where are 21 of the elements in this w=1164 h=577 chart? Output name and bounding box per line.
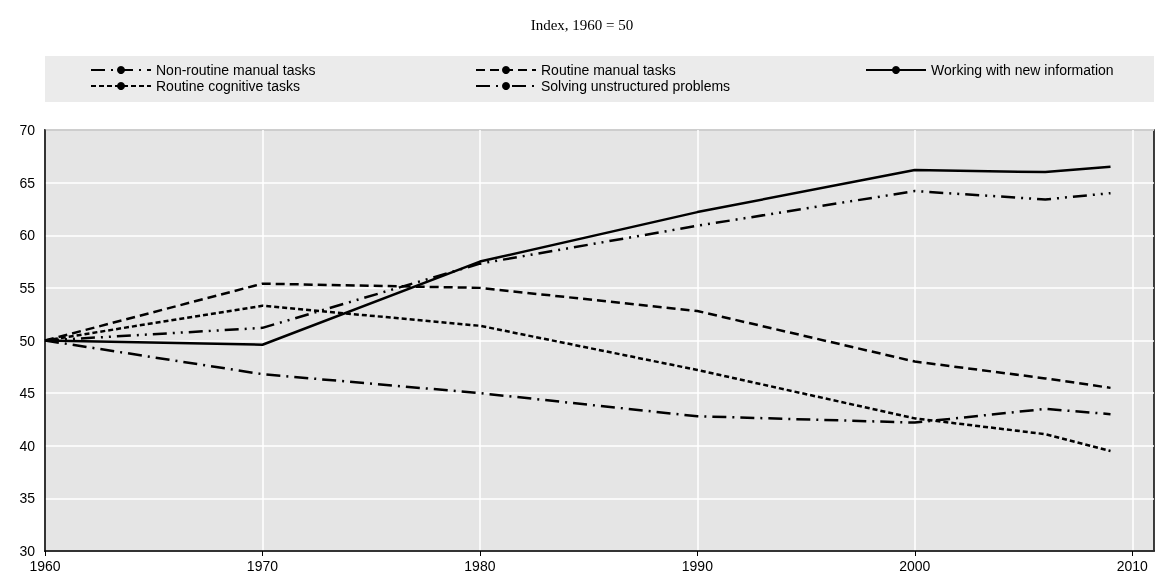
y-tick-label: 60 [19, 227, 36, 244]
legend-label: Working with new information [931, 62, 1114, 78]
y-tick-label: 65 [19, 174, 36, 191]
x-tick-label: 1990 [681, 558, 714, 574]
x-tick-label: 1980 [464, 558, 496, 574]
legend-label: Routine cognitive tasks [156, 78, 300, 94]
x-tick-label: 2010 [1116, 558, 1149, 574]
y-tick-label: 35 [19, 490, 36, 507]
legend-label: Non-routine manual tasks [156, 62, 316, 78]
chart-title: Index, 1960 = 50 [530, 16, 634, 33]
legend-label: Routine manual tasks [541, 62, 676, 78]
y-tick-label: 30 [19, 543, 36, 559]
y-tick-label: 50 [19, 332, 36, 349]
legend-label: Solving unstructured problems [541, 78, 731, 94]
x-tick-label: 1960 [29, 558, 61, 574]
y-tick-label: 70 [19, 122, 36, 138]
y-tick-label: 45 [19, 385, 36, 402]
y-tick-label: 55 [19, 279, 36, 296]
y-tick-label: 40 [19, 437, 36, 454]
x-tick-label: 1970 [246, 558, 279, 574]
x-tick-label: 2000 [899, 558, 931, 574]
